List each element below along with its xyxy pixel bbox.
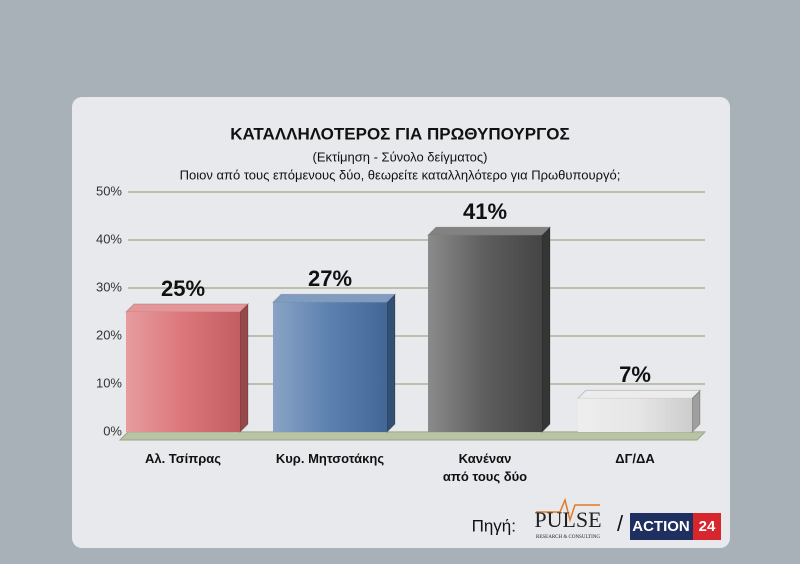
x-tick-label: Κυρ. Μητσοτάκης [275, 451, 385, 466]
x-tick-label: ΔΓ/ΔΑ [615, 451, 655, 466]
bar-top-shade [126, 304, 248, 312]
bar-side-shade [240, 304, 248, 432]
bar-shine [273, 302, 387, 432]
bar-top-shade [273, 294, 395, 303]
logo-action-word: ACTION [632, 518, 690, 535]
separator: / [617, 511, 624, 536]
y-tick-label: 30% [96, 279, 122, 294]
logo-pulse: PULSE [534, 507, 601, 532]
value-label: 7% [619, 362, 651, 387]
floor [118, 431, 707, 441]
logo-action-number: 24 [699, 518, 716, 535]
y-tick-label: 50% [96, 183, 122, 198]
bar-side-shade [542, 227, 550, 432]
x-tick-label: Κανέναν από τους δύο [442, 451, 528, 484]
chart-subtitle: (Εκτίμηση - Σύνολο δείγματος) [312, 149, 487, 164]
bar-side-shade [387, 294, 395, 432]
value-label: 25% [161, 276, 205, 301]
y-tick-label: 40% [96, 231, 122, 246]
bar-side-shade [692, 390, 700, 432]
logo-action-red [693, 513, 721, 540]
y-tick-label: 0% [103, 423, 122, 438]
chart-title: ΚΑΤΑΛΛΗΛΟΤΕΡΟΣ ΓΙΑ ΠΡΩΘΥΠΟΥΡΓΟΣ [230, 124, 569, 143]
source-label: Πηγή: [472, 516, 516, 535]
y-tick-label: 10% [96, 375, 122, 390]
bar-shine [428, 235, 542, 432]
bar-top-shade [428, 227, 550, 236]
value-label: 27% [308, 266, 352, 291]
y-tick-label: 20% [96, 327, 122, 342]
logo-pulse-line [536, 497, 600, 523]
chart-question: Ποιον από τους επόμενους δύο, θεωρείτε κ… [180, 167, 621, 182]
bar-shine [126, 312, 240, 432]
bar-top-shade [578, 390, 700, 399]
logo-pulse-tagline: RESEARCH & CONSULTING [536, 535, 600, 540]
x-tick-label: Αλ. Τσίπρας [144, 451, 222, 466]
value-label: 41% [463, 199, 507, 224]
bar-shine [578, 398, 692, 432]
